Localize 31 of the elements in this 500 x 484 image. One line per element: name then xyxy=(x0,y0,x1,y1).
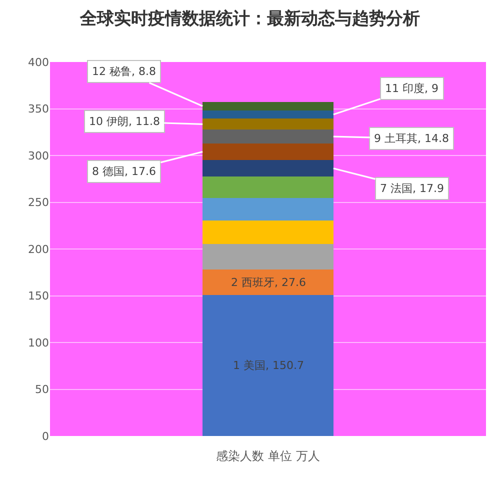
data-label: 12 秘鲁, 8.8 xyxy=(92,65,156,78)
data-label: 8 德国, 17.6 xyxy=(92,165,156,178)
data-label: 1 美国, 150.7 xyxy=(233,359,304,372)
bar xyxy=(202,130,334,144)
y-tick-label: 50 xyxy=(35,383,49,396)
chart-title: 全球实时疫情数据统计：最新动态与趋势分析 xyxy=(79,9,420,29)
y-tick-label: 200 xyxy=(28,242,49,256)
y-tick-label: 250 xyxy=(28,196,49,210)
data-label: 11 印度, 9 xyxy=(385,82,438,95)
y-tick-label: 350 xyxy=(28,102,49,116)
x-axis-title: 感染人数 单位 万人 xyxy=(216,448,320,463)
data-label: 10 伊朗, 11.8 xyxy=(89,115,160,128)
y-tick-label: 0 xyxy=(42,430,49,443)
bar xyxy=(202,110,334,119)
y-tick-label: 150 xyxy=(28,290,49,303)
y-tick-label: 400 xyxy=(28,56,49,69)
bar xyxy=(202,295,334,436)
data-label: 7 法国, 17.9 xyxy=(380,182,444,195)
y-tick-label: 300 xyxy=(28,149,49,162)
data-label: 2 西班牙, 27.6 xyxy=(231,276,306,289)
data-label: 9 土耳其, 14.8 xyxy=(374,132,449,145)
bar xyxy=(202,198,334,221)
bar xyxy=(202,102,334,110)
bar xyxy=(202,160,334,177)
bar xyxy=(202,118,334,130)
bar xyxy=(202,244,334,270)
y-tick-label: 100 xyxy=(28,336,49,350)
bar xyxy=(202,176,334,198)
bar xyxy=(202,144,334,160)
bar xyxy=(202,269,334,296)
bar xyxy=(202,220,334,244)
